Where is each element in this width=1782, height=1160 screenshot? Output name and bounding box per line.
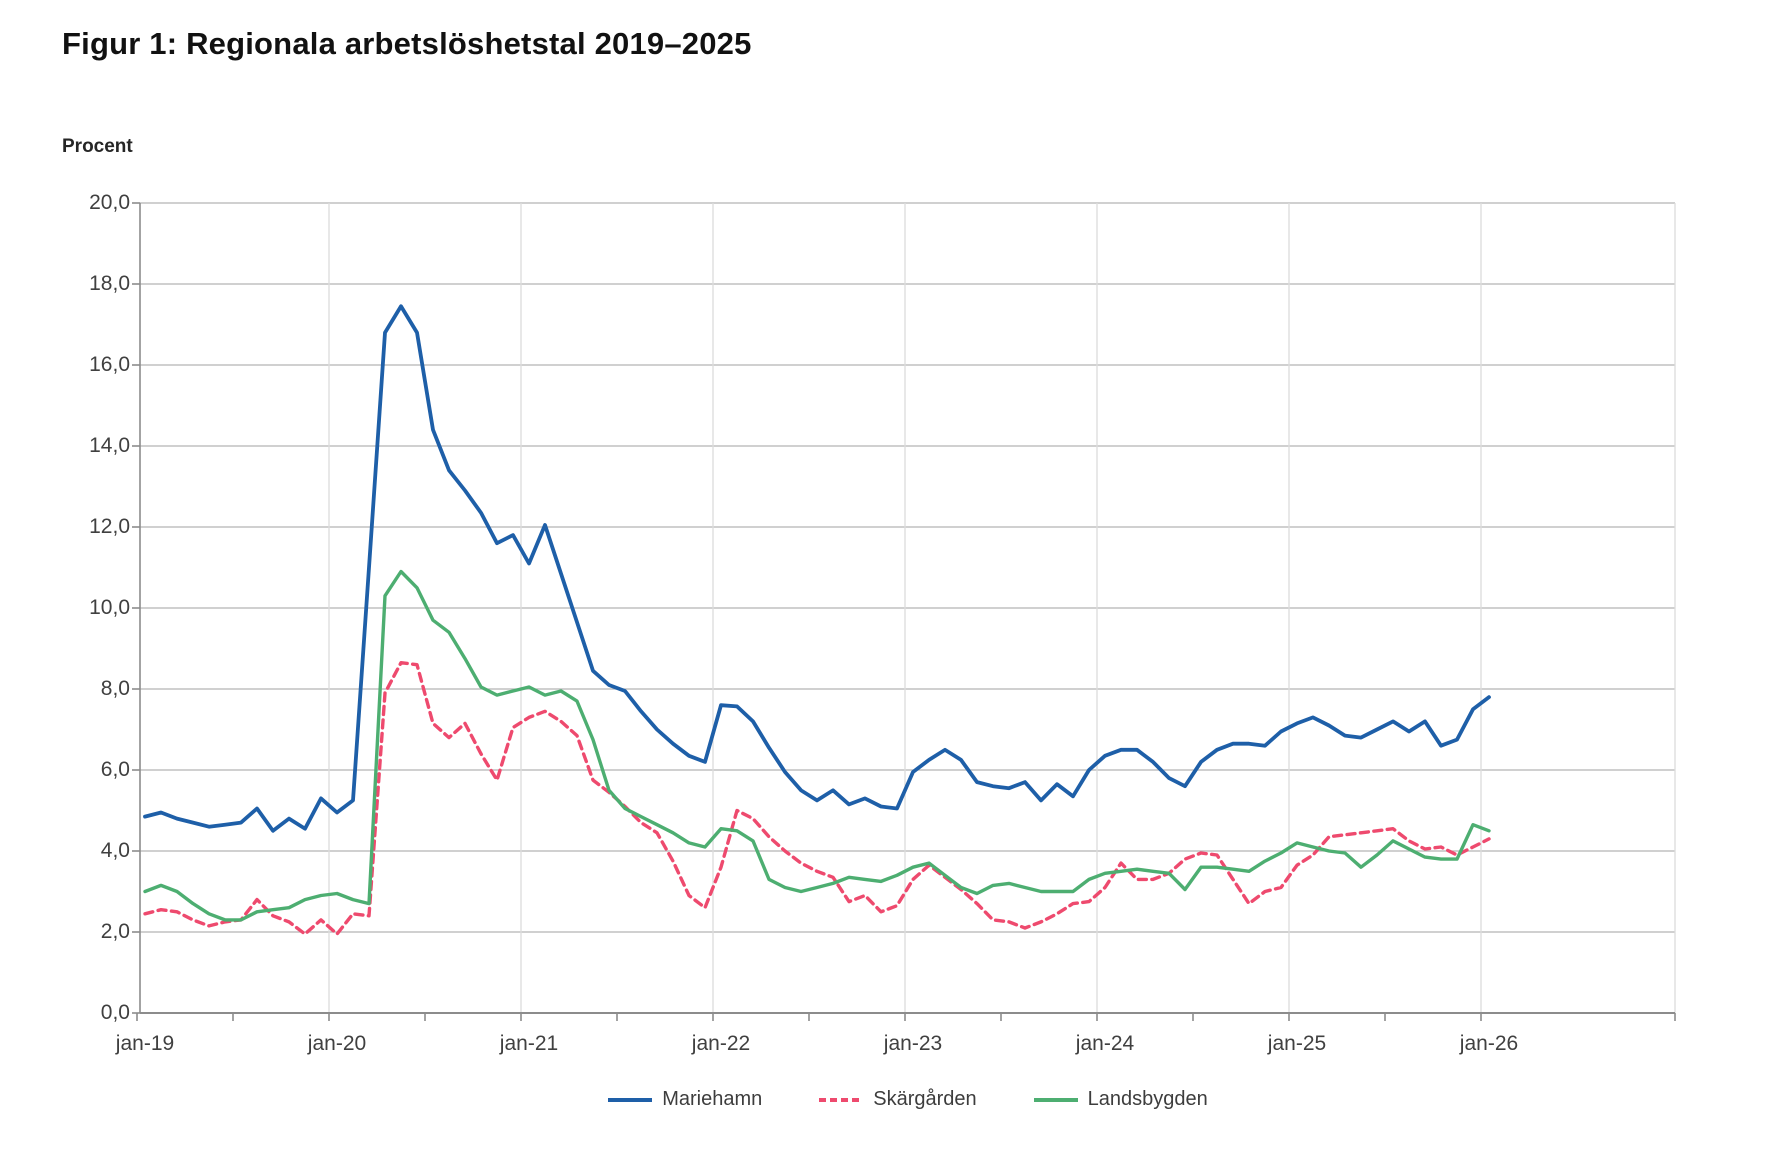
y-axis-title: Procent bbox=[62, 136, 133, 157]
y-tick-label: 8,0 bbox=[100, 677, 130, 700]
y-tick-label: 18,0 bbox=[89, 272, 130, 295]
landsbygden-line-swatch-icon bbox=[1033, 1096, 1079, 1104]
x-tick-label: jan-21 bbox=[499, 1032, 559, 1055]
x-tick-label: jan-22 bbox=[691, 1032, 751, 1055]
legend-item-mariehamn: Mariehamn bbox=[607, 1088, 762, 1111]
legend-label-skargarden: Skärgården bbox=[873, 1088, 977, 1110]
y-tick-label: 12,0 bbox=[89, 515, 130, 538]
x-tick-label: jan-24 bbox=[1075, 1032, 1135, 1055]
x-tick-label: jan-26 bbox=[1459, 1032, 1519, 1055]
series-line-mariehamn bbox=[143, 304, 1491, 833]
series-line-skärgården bbox=[143, 661, 1491, 936]
y-tick-label: 6,0 bbox=[100, 758, 130, 781]
x-tick-label: jan-19 bbox=[115, 1032, 175, 1055]
legend-item-skargarden: Skärgården bbox=[818, 1088, 977, 1111]
y-tick-label: 10,0 bbox=[89, 596, 130, 619]
series-line-landsbygden bbox=[143, 569, 1491, 922]
figure-title: Figur 1: Regionala arbetslöshetstal 2019… bbox=[62, 26, 752, 61]
y-tick-label: 16,0 bbox=[89, 353, 130, 376]
chart-legend: Mariehamn Skärgården Landsbygden bbox=[140, 1088, 1675, 1111]
mariehamn-line-swatch-icon bbox=[607, 1096, 653, 1104]
y-tick-label: 0,0 bbox=[100, 1001, 130, 1024]
legend-item-landsbygden: Landsbygden bbox=[1033, 1088, 1208, 1111]
skargarden-dashed-line-swatch-icon bbox=[818, 1096, 864, 1104]
x-tick-label: jan-20 bbox=[307, 1032, 367, 1055]
y-tick-label: 4,0 bbox=[100, 839, 130, 862]
y-tick-label: 14,0 bbox=[89, 434, 130, 457]
x-tick-label: jan-23 bbox=[883, 1032, 943, 1055]
legend-label-landsbygden: Landsbygden bbox=[1087, 1088, 1208, 1110]
y-tick-label: 20,0 bbox=[89, 191, 130, 214]
legend-label-mariehamn: Mariehamn bbox=[662, 1088, 763, 1110]
x-tick-label: jan-25 bbox=[1267, 1032, 1327, 1055]
y-tick-label: 2,0 bbox=[100, 920, 130, 943]
